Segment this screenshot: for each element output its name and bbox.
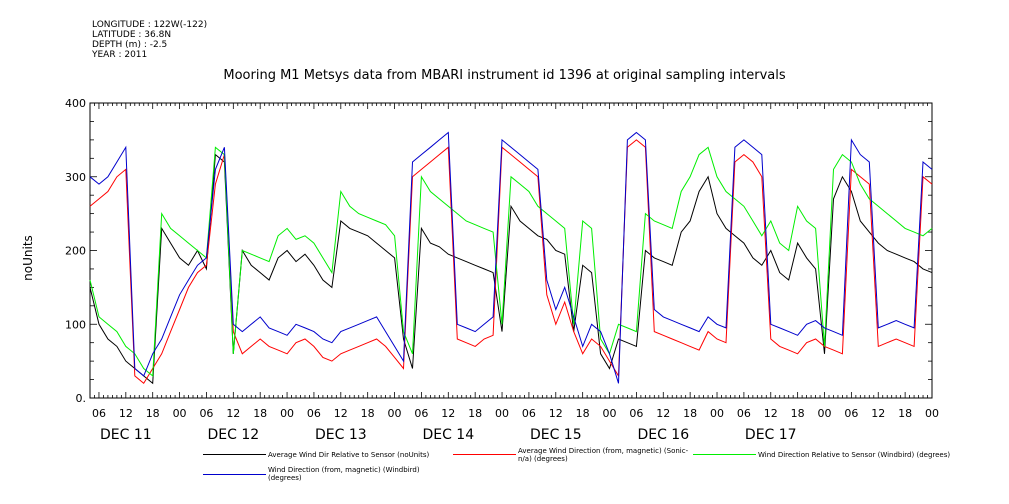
day-label: DEC 17 <box>745 427 797 443</box>
chart-title: Mooring M1 Metsys data from MBARI instru… <box>223 68 786 83</box>
x-tick-label: 12 <box>656 407 670 420</box>
x-tick-label: 06 <box>737 407 751 420</box>
y-tick-label: 400 <box>65 97 86 110</box>
x-tick-label: 06 <box>199 407 213 420</box>
x-tick-label: 00 <box>603 407 617 420</box>
day-label: DEC 11 <box>100 427 152 443</box>
x-tick-label: 12 <box>871 407 885 420</box>
x-tick-label: 18 <box>791 407 805 420</box>
latitude-text: LATITUDE : 36.8N <box>92 30 172 40</box>
legend-label: Average Wind Direction (from, magnetic) … <box>518 447 689 463</box>
x-tick-label: 12 <box>119 407 133 420</box>
series-line-3 <box>89 131 933 384</box>
x-tick-label: 18 <box>253 407 267 420</box>
legend-swatch <box>453 454 516 455</box>
x-tick-label: 12 <box>764 407 778 420</box>
legend-swatch <box>693 454 756 455</box>
x-tick-label: 00 <box>710 407 724 420</box>
x-tick-label: 00 <box>173 407 187 420</box>
day-label: DEC 15 <box>530 427 582 443</box>
longitude-text: LONGITUDE : 122W(-122) <box>92 20 208 30</box>
y-tick-label: 0. <box>76 392 87 405</box>
x-tick-label: 18 <box>146 407 160 420</box>
legend-label: Wind Direction Relative to Sensor (Windb… <box>758 451 951 459</box>
x-tick-label: 06 <box>844 407 858 420</box>
x-tick-label: 12 <box>226 407 240 420</box>
legend-label: Wind Direction (from, magnetic) (Windbir… <box>268 466 420 482</box>
x-tick-label: 12 <box>334 407 348 420</box>
x-tick-label: 06 <box>307 407 321 420</box>
day-label: DEC 12 <box>207 427 259 443</box>
x-tick-label: 00 <box>925 407 939 420</box>
year-text: YEAR : 2011 <box>92 50 148 60</box>
series-line-0 <box>89 153 933 385</box>
depth-text: DEPTH (m) : -2.5 <box>92 40 168 50</box>
legend-swatch <box>203 454 266 455</box>
x-tick-label: 12 <box>441 407 455 420</box>
x-tick-label: 18 <box>898 407 912 420</box>
day-label: DEC 16 <box>637 427 689 443</box>
metadata-header: LONGITUDE : 122W(-122) LATITUDE : 36.8N … <box>92 20 207 60</box>
x-tick-label: 00 <box>818 407 832 420</box>
day-label: DEC 14 <box>422 427 474 443</box>
x-tick-label: 06 <box>92 407 106 420</box>
x-tick-label: 00 <box>280 407 294 420</box>
legend-label: Average Wind Dir Relative to Sensor (noU… <box>268 451 430 459</box>
x-tick-label: 18 <box>468 407 482 420</box>
y-tick-label: 200 <box>65 245 86 258</box>
x-tick-label: 00 <box>388 407 402 420</box>
y-tick-label: 300 <box>65 171 86 184</box>
x-tick-label: 06 <box>414 407 428 420</box>
series-line-2 <box>89 146 933 377</box>
x-tick-label: 00 <box>495 407 509 420</box>
x-tick-label: 18 <box>576 407 590 420</box>
day-label: DEC 13 <box>315 427 367 443</box>
x-tick-label: 06 <box>629 407 643 420</box>
x-tick-label: 18 <box>361 407 375 420</box>
legend-swatch <box>203 474 266 475</box>
y-tick-label: 100 <box>65 318 86 331</box>
x-tick-label: 06 <box>522 407 536 420</box>
x-tick-label: 18 <box>683 407 697 420</box>
x-tick-label: 12 <box>549 407 563 420</box>
